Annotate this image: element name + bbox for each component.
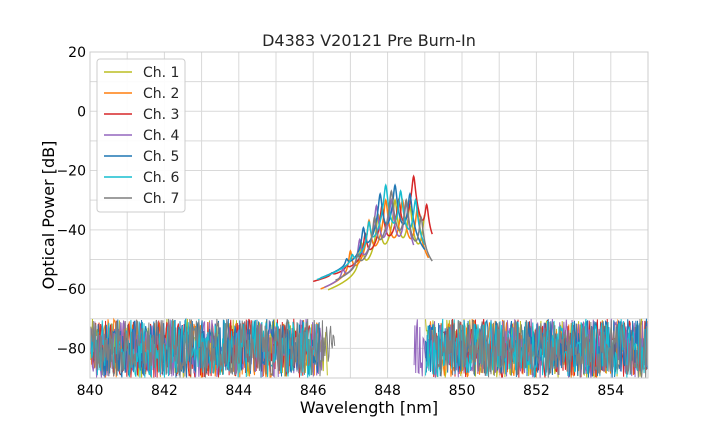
legend: Ch. 1 Ch. 2 Ch. 3 Ch. 4 Ch. 5 Ch. 6 Ch. 7: [96, 58, 186, 213]
y-tick-label: −80: [56, 341, 86, 357]
y-tick-label: −40: [56, 223, 86, 239]
x-tick-label: 840: [77, 383, 104, 399]
spectrum-trace: [316, 183, 426, 281]
x-tick-label: 846: [300, 383, 327, 399]
y-axis-title: Optical Power [dB]: [39, 141, 58, 290]
legend-box: [96, 58, 186, 213]
x-tick-label: 850: [449, 383, 476, 399]
plot-frame: [89, 51, 649, 379]
x-tick-label: 842: [151, 383, 178, 399]
legend-label: Ch. 6: [143, 170, 180, 186]
legend-label: Ch. 5: [143, 149, 179, 165]
x-tick-label: 848: [374, 383, 401, 399]
chart-title: D4383 V20121 Pre Burn-In: [262, 31, 476, 50]
legend-label: Ch. 2: [143, 86, 179, 102]
y-tick-label: 0: [77, 104, 86, 120]
x-axis-title: Wavelength [nm]: [300, 398, 438, 417]
plot-area: [90, 174, 648, 378]
legend-label: Ch. 3: [143, 107, 179, 123]
x-tick-label: 844: [225, 383, 252, 399]
x-tick-label: 854: [597, 383, 624, 399]
y-tick-label: −20: [56, 164, 86, 180]
tick-labels: 840 842 844 846 848 850 852 854 −80 −60 −40 −20 0 20: [56, 45, 624, 399]
y-tick-label: −60: [56, 282, 86, 298]
legend-label: Ch. 7: [143, 191, 179, 207]
noise-trace: [90, 318, 648, 378]
y-tick-label: 20: [68, 45, 86, 61]
legend-label: Ch. 4: [143, 128, 180, 144]
spectrum-trace: [335, 189, 433, 281]
series-7: [90, 189, 648, 378]
x-tick-label: 852: [523, 383, 550, 399]
legend-label: Ch. 1: [143, 65, 179, 81]
